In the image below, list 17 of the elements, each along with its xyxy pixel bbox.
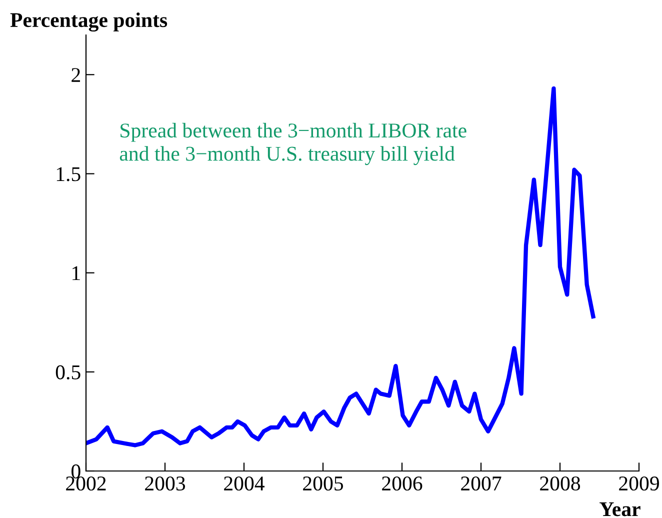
x-tick-label: 2005 (303, 476, 344, 491)
x-tick-label: 2006 (382, 476, 422, 491)
y-axis-title: Percentage points (10, 12, 168, 32)
x-tick-label: 2003 (145, 476, 186, 491)
x-tick-label: 2004 (224, 476, 265, 491)
y-tick-label: 1.5 (56, 167, 80, 182)
line-series (86, 86, 596, 448)
x-tick-label: 2007 (461, 476, 502, 491)
y-tick-label: 2 (72, 68, 80, 82)
y-tick-label: 0 (72, 464, 80, 478)
y-tick-label: 1 (72, 266, 80, 280)
y-tick-label: 0.5 (56, 365, 80, 380)
x-tick-label: 2002 (66, 476, 106, 491)
x-axis-title: Year (600, 502, 640, 516)
x-tick-label: 2008 (540, 476, 580, 491)
annotation: Spread between the 3−month LIBOR rate and the 3−month U.S. treasury bill yield (120, 122, 466, 166)
x-tick-label: 2009 (619, 476, 659, 491)
